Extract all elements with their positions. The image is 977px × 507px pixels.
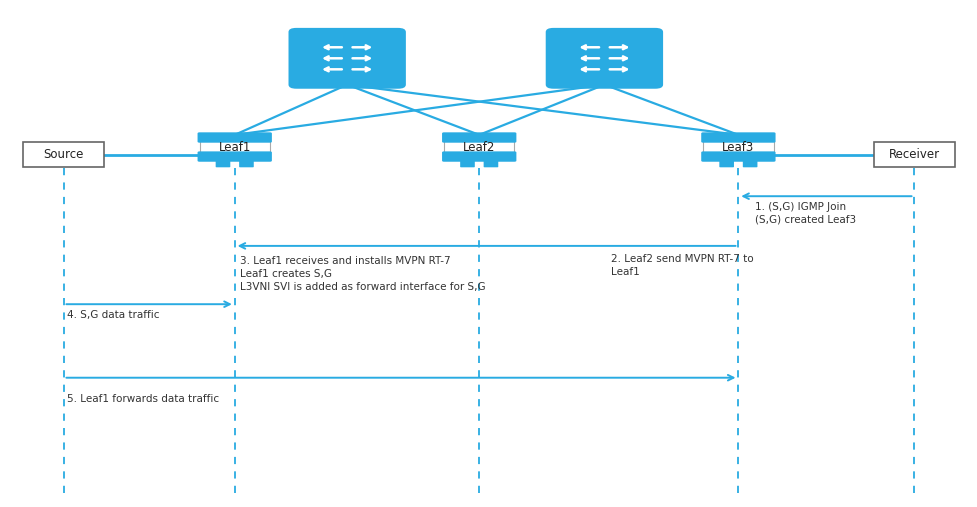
FancyBboxPatch shape [719,159,733,167]
Text: 2. Leaf2 send MVPN RT-7 to
Leaf1: 2. Leaf2 send MVPN RT-7 to Leaf1 [611,254,753,277]
Text: Leaf3: Leaf3 [722,140,753,154]
Text: 3. Leaf1 receives and installs MVPN RT-7
Leaf1 creates S,G
L3VNI SVI is added as: 3. Leaf1 receives and installs MVPN RT-7… [239,256,485,293]
FancyBboxPatch shape [545,28,662,89]
FancyBboxPatch shape [239,159,253,167]
FancyBboxPatch shape [460,159,474,167]
FancyBboxPatch shape [199,140,270,154]
Text: 5. Leaf1 forwards data traffic: 5. Leaf1 forwards data traffic [66,394,219,405]
FancyBboxPatch shape [23,142,104,167]
FancyBboxPatch shape [442,152,516,162]
FancyBboxPatch shape [444,140,514,154]
Text: Source: Source [43,148,84,161]
FancyBboxPatch shape [743,159,756,167]
FancyBboxPatch shape [288,28,405,89]
FancyBboxPatch shape [442,132,516,142]
FancyBboxPatch shape [701,152,775,162]
FancyBboxPatch shape [701,132,775,142]
Text: 4. S,G data traffic: 4. S,G data traffic [66,310,159,320]
FancyBboxPatch shape [873,142,954,167]
FancyBboxPatch shape [484,159,497,167]
Text: Leaf1: Leaf1 [218,140,251,154]
Text: Receiver: Receiver [888,148,939,161]
FancyBboxPatch shape [216,159,230,167]
FancyBboxPatch shape [702,140,773,154]
Text: 1. (S,G) IGMP Join
(S,G) created Leaf3: 1. (S,G) IGMP Join (S,G) created Leaf3 [754,202,855,225]
FancyBboxPatch shape [197,152,272,162]
Text: Leaf2: Leaf2 [462,140,495,154]
FancyBboxPatch shape [197,132,272,142]
